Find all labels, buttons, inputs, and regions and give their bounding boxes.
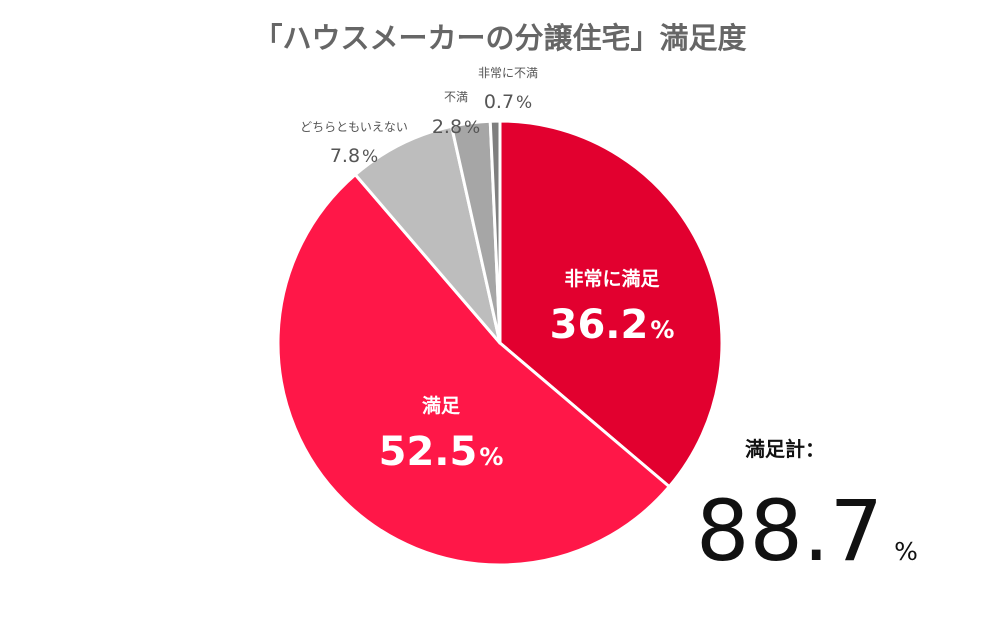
slice-value-label: 36.2% bbox=[550, 302, 675, 348]
slice-label: 満足 bbox=[422, 395, 461, 417]
slice-value-label: 0.7% bbox=[484, 91, 532, 113]
total-satisfaction-label: 満足計： bbox=[745, 437, 825, 461]
total-satisfaction-unit: % bbox=[894, 537, 918, 566]
pie-labels: 非常に満足 36.2% 満足 52.5% どちらともいえない 7.8 % 不満 2.8 % 非常に不… bbox=[300, 66, 674, 475]
slice-value: 52.5 bbox=[379, 429, 478, 475]
slice-value-label: 2.8% bbox=[432, 116, 480, 138]
slice-value-unit: % bbox=[362, 147, 378, 167]
slice-label: 不満 bbox=[444, 90, 468, 104]
slice-value-unit: % bbox=[464, 118, 480, 138]
slice-value: 36.2 bbox=[550, 302, 649, 348]
pie-slice bbox=[498, 119, 724, 489]
total-satisfaction-value: 88.7 bbox=[696, 482, 883, 580]
slice-value-unit: % bbox=[479, 443, 503, 471]
pie-slice bbox=[276, 173, 671, 567]
slice-label: 非常に不満 bbox=[478, 66, 538, 80]
slice-label: 非常に満足 bbox=[564, 267, 660, 290]
slice-value-label: 7.8% bbox=[330, 145, 378, 167]
slice-value-label: 52.5% bbox=[379, 429, 504, 475]
slice-value: 0.7 bbox=[484, 91, 514, 113]
pie-slice bbox=[353, 124, 502, 345]
slice-value-unit: % bbox=[516, 93, 532, 113]
slice-value: 7.8 bbox=[330, 145, 360, 167]
slice-value-unit: % bbox=[650, 316, 674, 344]
slice-label: どちらともいえない bbox=[300, 120, 408, 134]
pie-slices bbox=[276, 119, 724, 567]
chart-title: 「ハウスメーカーの分譲住宅」満足度 bbox=[253, 21, 746, 55]
total-satisfaction: 88.7 % bbox=[696, 482, 918, 580]
pie-slice bbox=[488, 119, 502, 345]
slice-value: 2.8 bbox=[432, 116, 462, 138]
